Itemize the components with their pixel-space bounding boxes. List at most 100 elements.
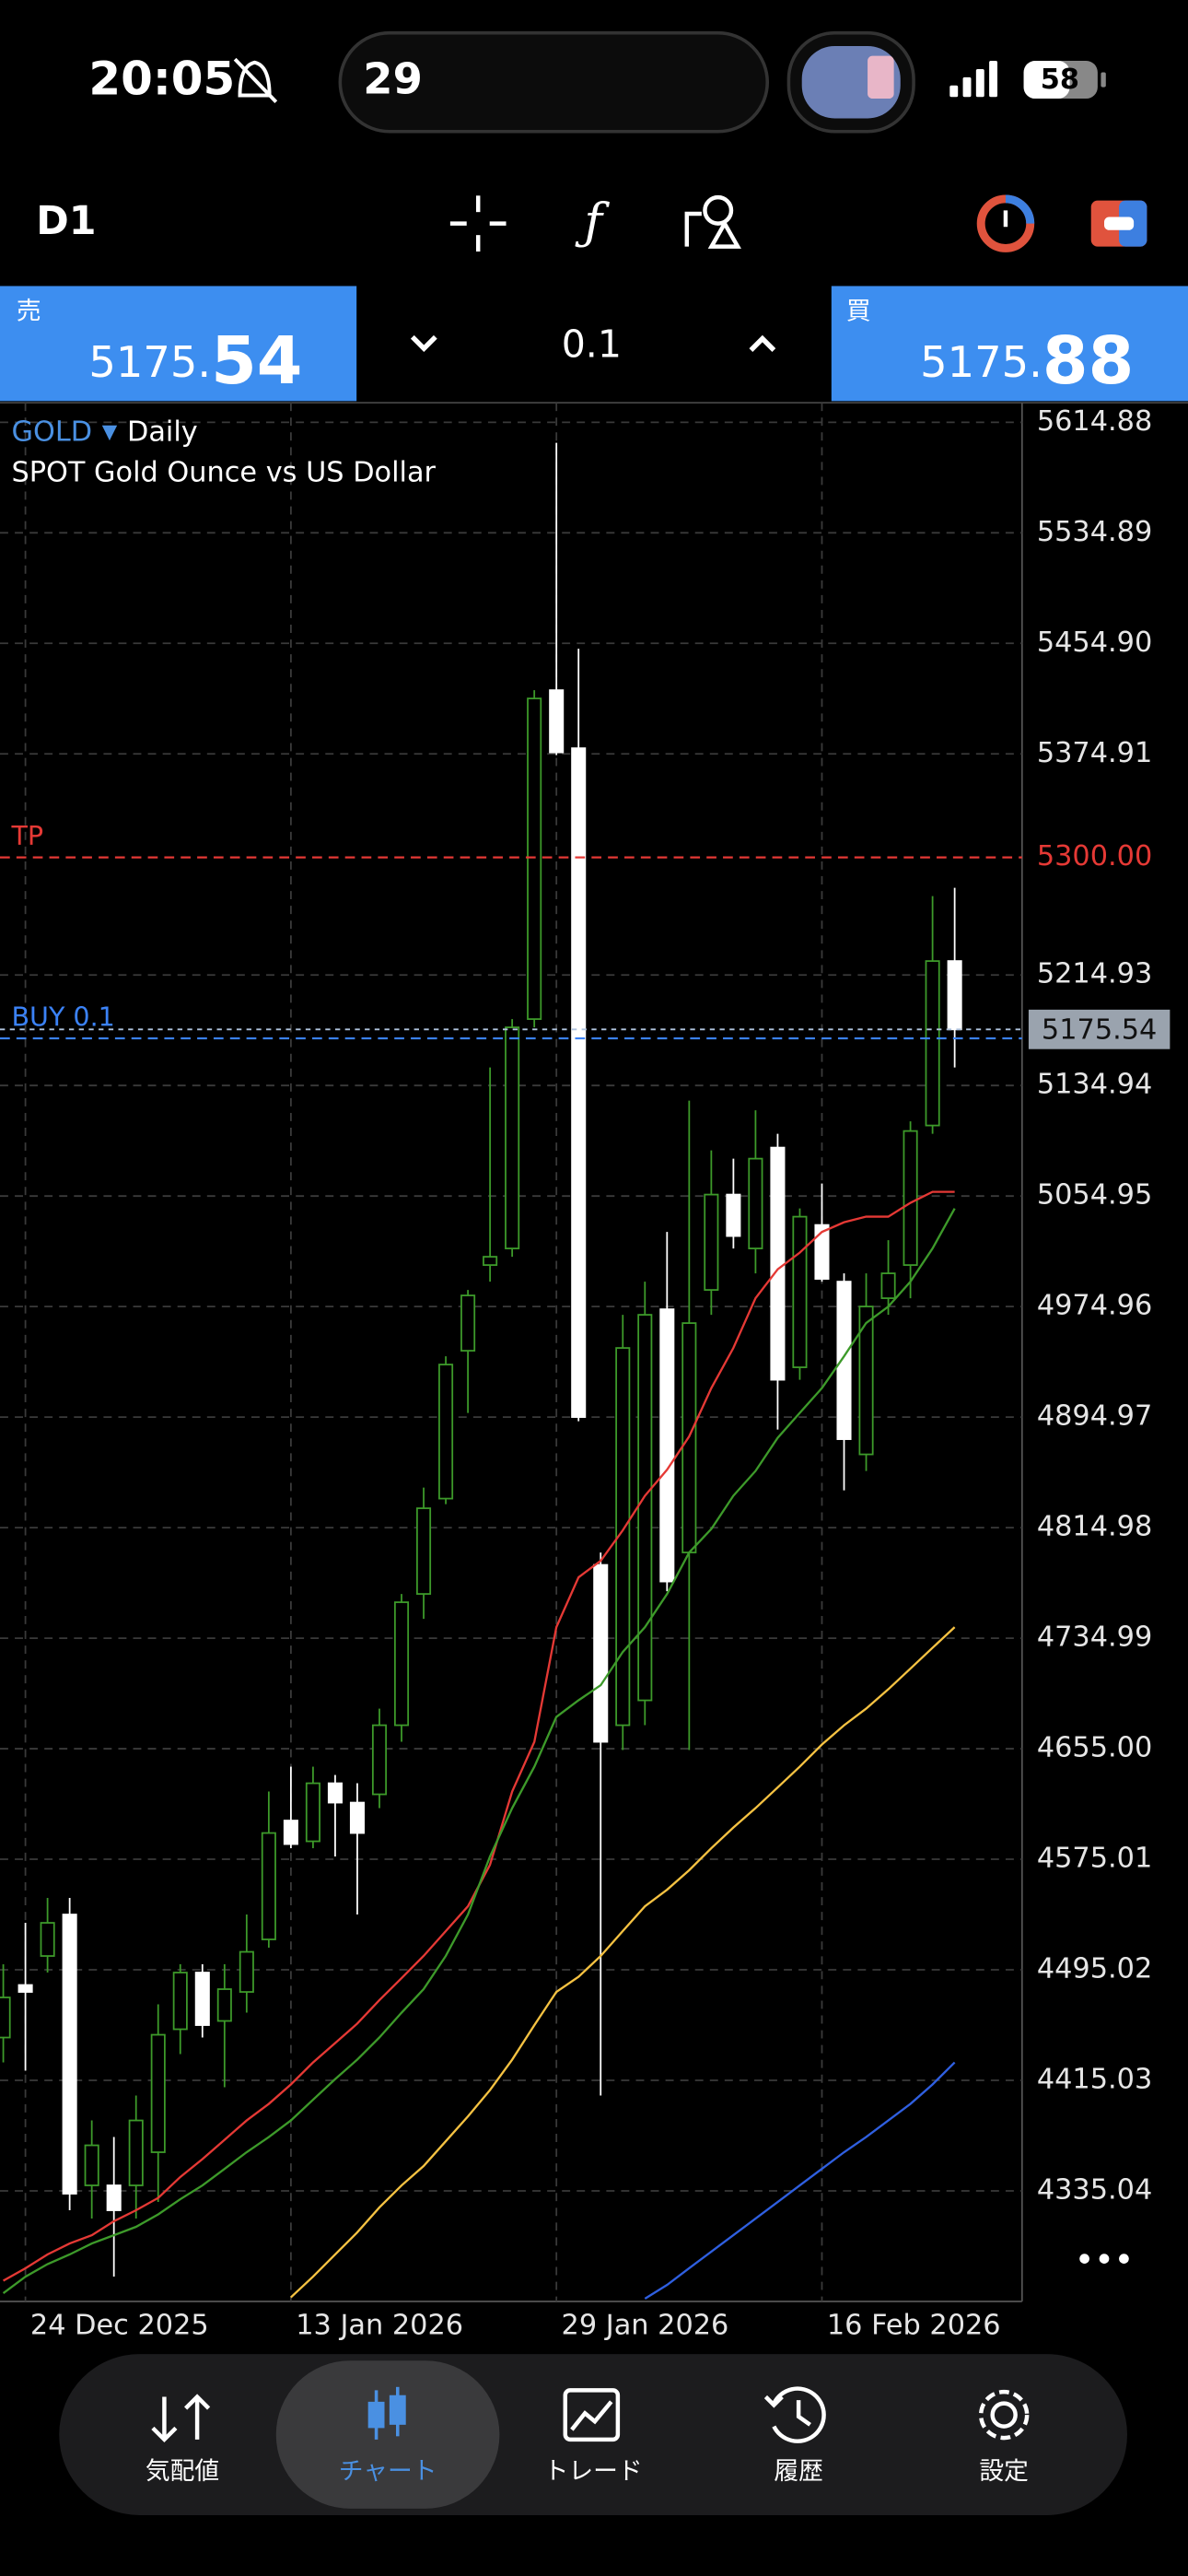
candle-body	[239, 1950, 254, 1993]
dynamic-island	[338, 30, 770, 134]
level-price-label: 5300.00	[1037, 840, 1152, 872]
sell-price-main: 5175.	[88, 337, 211, 387]
candle-body	[748, 1157, 763, 1249]
candle-body	[549, 689, 565, 754]
candle-body	[416, 1507, 432, 1595]
candle-body	[327, 1782, 343, 1804]
candle-body	[172, 1972, 188, 2031]
chart-icon	[367, 2386, 406, 2440]
level-label: BUY 0.1	[11, 1002, 114, 1033]
candle-body	[62, 1914, 77, 2195]
nav-tab[interactable]: 気配値	[146, 2457, 219, 2486]
trade-button[interactable]	[1090, 200, 1147, 247]
candle-body	[704, 1193, 719, 1291]
indicator-line	[290, 1626, 956, 2299]
price-label: 4655.00	[1037, 1732, 1152, 1764]
sell-button[interactable]	[0, 286, 357, 402]
candle-body	[349, 1801, 365, 1834]
candle-body	[216, 1988, 232, 2022]
candle-body	[393, 1601, 410, 1727]
price-label: 5374.91	[1037, 737, 1152, 769]
candle-body	[593, 1563, 609, 1743]
candle-body	[615, 1347, 631, 1727]
candle-body	[637, 1314, 653, 1702]
candle-body	[460, 1294, 476, 1352]
date-label: 13 Jan 2026	[296, 2309, 463, 2341]
price-label: 5534.89	[1037, 516, 1152, 548]
timeframe: Daily	[127, 416, 198, 448]
more-button[interactable]	[1079, 2254, 1129, 2264]
chart-title: GOLD ▼ Daily	[11, 416, 197, 448]
quotes-icon	[151, 2394, 211, 2443]
current-price-label: 5175.54	[1042, 1014, 1157, 1047]
crosshair-button[interactable]	[449, 195, 507, 252]
price-label: 4415.03	[1037, 2063, 1152, 2095]
nav-tab[interactable]: トレード	[544, 2457, 643, 2486]
candle-body	[305, 1782, 320, 1843]
current-price-box	[1028, 1009, 1171, 1049]
indicator-line	[2, 1208, 956, 2295]
chart-subtitle: SPOT Gold Ounce vs US Dollar	[11, 456, 436, 488]
battery-percent: 58	[1041, 64, 1079, 96]
history-icon	[763, 2386, 826, 2443]
battery-level	[1023, 61, 1070, 100]
candle-body	[438, 1364, 454, 1500]
buy-button[interactable]	[831, 286, 1188, 402]
timeframe-button[interactable]: D1	[36, 198, 96, 244]
indicator-line	[644, 2061, 956, 2300]
date-label: 24 Dec 2025	[30, 2309, 209, 2341]
price-label: 5614.88	[1037, 405, 1152, 438]
candle-body	[925, 960, 940, 1127]
candle-body	[947, 960, 962, 1031]
candle-body	[527, 697, 542, 1021]
candle-body	[40, 1922, 55, 1957]
price-label: 5214.93	[1037, 958, 1152, 990]
buy-price: 5175.88	[920, 322, 1134, 399]
candle-body	[858, 1306, 874, 1456]
symbol: GOLD	[11, 416, 92, 448]
candle-body	[903, 1130, 918, 1266]
candle-body	[0, 1996, 11, 2039]
candle-body	[283, 1820, 298, 1845]
account-button[interactable]	[976, 194, 1035, 252]
settings-icon	[978, 2389, 1030, 2441]
candle-body	[571, 747, 587, 1418]
price-label: 4974.96	[1037, 1290, 1152, 1322]
buy-price-big: 88	[1042, 322, 1134, 399]
objects-button[interactable]	[684, 194, 741, 249]
bottom-nav	[59, 2354, 1127, 2515]
candle-body	[880, 1272, 896, 1299]
sell-label: 売	[17, 298, 41, 326]
level-label: TP	[10, 821, 43, 851]
price-label: 4894.97	[1037, 1400, 1152, 1433]
nav-tab[interactable]: チャート	[339, 2457, 437, 2486]
volume-up-button[interactable]	[749, 334, 776, 352]
candle-body	[836, 1281, 852, 1440]
nav-tab[interactable]: 履歴	[774, 2457, 823, 2486]
price-label: 4575.01	[1037, 1843, 1152, 1875]
candle-body	[194, 1972, 210, 2026]
bell-off-icon	[233, 57, 278, 103]
active-tab-highlight	[275, 2360, 500, 2509]
price-label: 5454.90	[1037, 626, 1152, 659]
candle-body	[659, 1308, 675, 1583]
candle-body	[371, 1724, 388, 1796]
volume-value[interactable]: 0.1	[562, 322, 622, 366]
price-label: 4734.99	[1037, 1622, 1152, 1654]
candle-body	[150, 2033, 166, 2153]
nav-tab[interactable]: 設定	[979, 2457, 1029, 2486]
symbol-dropdown[interactable]: ▼	[102, 420, 118, 443]
island-text: 29	[363, 54, 423, 104]
volume-down-button[interactable]	[410, 334, 437, 353]
candle-body	[505, 1026, 520, 1249]
candle-body	[17, 1984, 33, 1993]
sell-price-big: 54	[211, 322, 302, 399]
price-label: 4495.02	[1037, 1953, 1152, 1985]
plot-area[interactable]	[0, 403, 1022, 2302]
buy-label: 買	[846, 298, 871, 326]
signal-icon	[949, 61, 998, 98]
media-thumbnail-detail	[868, 55, 894, 100]
